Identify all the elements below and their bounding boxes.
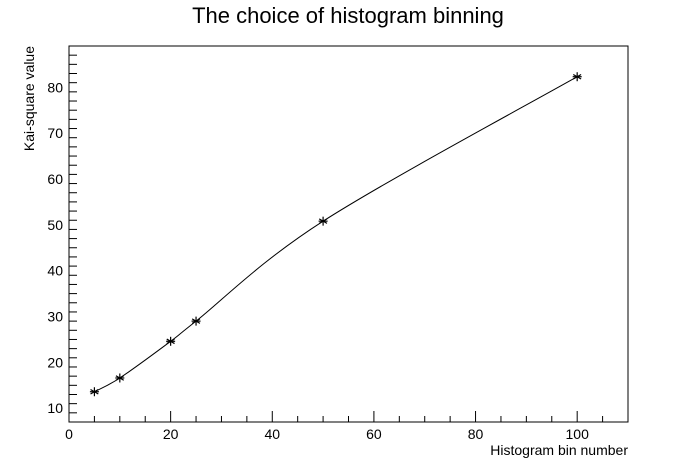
x-tick-label: 40 <box>264 426 280 442</box>
x-tick-label: 60 <box>366 426 382 442</box>
y-tick-label: 20 <box>47 354 63 370</box>
x-tick-label: 80 <box>468 426 484 442</box>
series-markers <box>89 72 582 397</box>
data-point <box>191 316 201 326</box>
x-tick-label: 0 <box>65 426 73 442</box>
y-tick-label: 70 <box>47 125 63 141</box>
x-axis: 0 20 40 60 80 100 <box>65 411 629 442</box>
data-point <box>89 387 99 397</box>
x-axis-title: Histogram bin number <box>490 442 628 458</box>
y-tick-label: 30 <box>47 309 63 325</box>
data-point <box>166 336 176 346</box>
data-point <box>318 216 328 226</box>
data-point <box>572 72 582 82</box>
plot-frame <box>68 45 629 423</box>
x-tick-label: 100 <box>566 426 590 442</box>
y-tick-label: 40 <box>47 263 63 279</box>
series-line <box>94 76 578 393</box>
x-tick-label: 20 <box>163 426 179 442</box>
chart-title: The choice of histogram binning <box>192 3 504 28</box>
y-tick-label: 50 <box>47 217 63 233</box>
y-tick-label: 80 <box>47 79 63 95</box>
y-tick-label: 10 <box>47 400 63 416</box>
y-axis-title: Kai-square value <box>21 46 37 151</box>
y-axis: 10 20 30 40 50 60 70 80 <box>47 45 77 423</box>
y-tick-label: 60 <box>47 171 63 187</box>
data-point <box>115 373 125 383</box>
